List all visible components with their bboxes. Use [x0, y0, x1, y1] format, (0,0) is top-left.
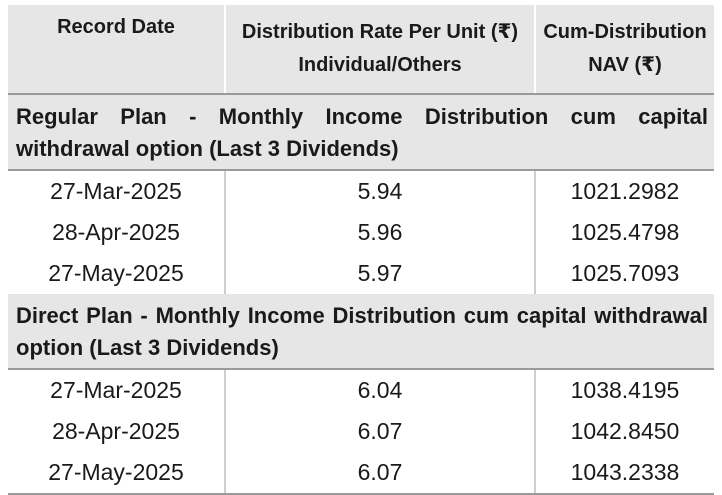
record-date-cell: 28-Apr-2025: [52, 219, 180, 245]
distribution-rate-cell: 5.94: [224, 170, 535, 212]
nav-cell: 1025.7093: [534, 253, 714, 294]
table-row: 28-Apr-2025 5.96 1025.4798: [8, 212, 714, 253]
table-row: 28-Apr-2025 6.07 1042.8450: [8, 411, 714, 452]
record-date-cell: 27-May-2025: [48, 260, 184, 286]
distribution-rate-cell: 5.96: [224, 212, 535, 253]
nav-cell: 1021.2982: [534, 170, 714, 212]
header-record-date-label: Record Date: [57, 16, 175, 38]
table-row: 27-May-2025 5.97 1025.7093: [8, 253, 714, 294]
header-distribution-rate-line1: Distribution Rate Per Unit (₹): [241, 21, 519, 43]
record-date-cell: 27-Mar-2025: [50, 178, 182, 204]
record-date-cell: 27-May-2025: [8, 452, 225, 495]
nav-cell: 1025.4798: [534, 212, 714, 253]
nav-cell: 1038.4195: [534, 369, 714, 411]
table-row: 27-May-2025 6.07 1043.2338: [8, 452, 714, 495]
header-distribution-rate-line2: Individual/Others: [298, 54, 462, 76]
distribution-rate-cell: 6.07: [224, 411, 535, 452]
header-record-date: Record Date: [8, 5, 225, 95]
table-row: 27-Mar-2025 6.04 1038.4195: [8, 369, 714, 411]
table-header-row: Record Date Distribution Rate Per Unit (…: [8, 5, 714, 95]
section-title: Direct Plan - Monthly Income Distributio…: [8, 294, 714, 370]
section-title: Regular Plan - Monthly Income Distributi…: [8, 94, 714, 171]
dividend-history-table-container: Record Date Distribution Rate Per Unit (…: [8, 5, 714, 495]
distribution-rate-cell: 5.97: [224, 253, 535, 294]
header-distribution-rate: Distribution Rate Per Unit (₹) Individua…: [224, 5, 535, 95]
nav-cell: 1042.8450: [534, 411, 714, 452]
header-nav-line1: Cum-Distribution: [543, 21, 707, 43]
distribution-rate-cell: 6.04: [224, 369, 535, 411]
header-cum-distribution-nav: Cum-Distribution NAV (₹): [534, 5, 714, 95]
nav-cell: 1043.2338: [534, 452, 714, 495]
table-row: 27-Mar-2025 5.94 1021.2982: [8, 170, 714, 212]
dividend-history-table: Record Date Distribution Rate Per Unit (…: [8, 5, 714, 495]
header-nav-line2: NAV (₹): [588, 54, 662, 76]
record-date-cell: 27-Mar-2025: [50, 377, 182, 403]
distribution-rate-cell: 6.07: [224, 452, 535, 495]
section-header-direct-plan: Direct Plan - Monthly Income Distributio…: [8, 294, 714, 370]
section-header-regular-plan: Regular Plan - Monthly Income Distributi…: [8, 94, 714, 171]
record-date-cell: 28-Apr-2025: [52, 418, 180, 444]
